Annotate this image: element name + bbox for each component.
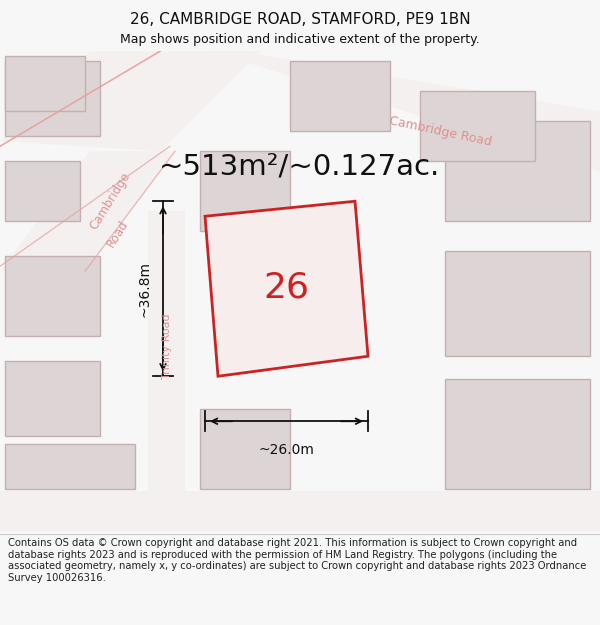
Text: Trinity Road: Trinity Road	[162, 314, 172, 379]
Bar	[5, 256, 100, 336]
Polygon shape	[0, 51, 260, 151]
Text: Road: Road	[104, 217, 131, 249]
Bar	[420, 91, 535, 161]
Bar	[5, 61, 100, 136]
Polygon shape	[210, 51, 600, 171]
Text: Map shows position and indicative extent of the property.: Map shows position and indicative extent…	[120, 32, 480, 46]
Text: ~26.0m: ~26.0m	[259, 443, 314, 458]
Bar	[200, 409, 290, 489]
Bar	[445, 121, 590, 221]
Bar	[5, 56, 85, 111]
Text: 26: 26	[263, 271, 310, 304]
Bar	[5, 444, 135, 489]
Polygon shape	[148, 211, 185, 531]
Polygon shape	[0, 151, 175, 271]
Polygon shape	[0, 491, 600, 531]
Bar	[5, 361, 100, 436]
Bar	[445, 251, 590, 356]
Text: ~36.8m: ~36.8m	[137, 261, 151, 317]
Bar	[200, 151, 290, 231]
Text: Cambridge Road: Cambridge Road	[388, 114, 493, 149]
Bar	[290, 61, 390, 131]
Bar	[5, 161, 80, 221]
Text: Cambridge: Cambridge	[87, 170, 133, 232]
Text: 26, CAMBRIDGE ROAD, STAMFORD, PE9 1BN: 26, CAMBRIDGE ROAD, STAMFORD, PE9 1BN	[130, 12, 470, 28]
Polygon shape	[205, 201, 368, 376]
Text: Contains OS data © Crown copyright and database right 2021. This information is : Contains OS data © Crown copyright and d…	[8, 538, 586, 583]
Bar	[445, 379, 590, 489]
Text: ~513m²/~0.127ac.: ~513m²/~0.127ac.	[160, 152, 440, 180]
